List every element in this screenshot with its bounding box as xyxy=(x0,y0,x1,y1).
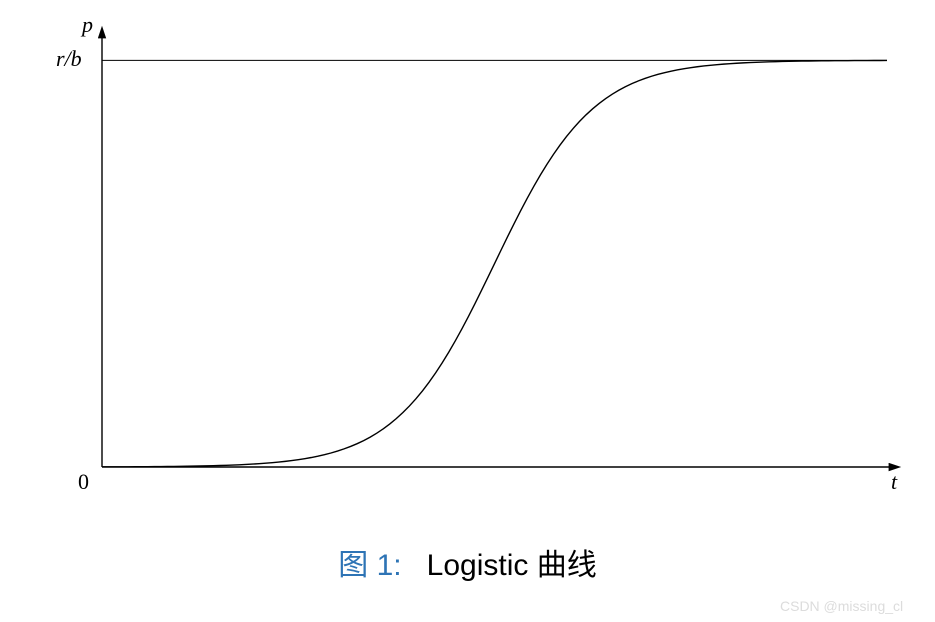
figure-container: p t 0 r/b 图 1: Logistic 曲线 CSDN @missing… xyxy=(0,0,935,622)
asymptote-label: r/b xyxy=(56,46,82,72)
logistic-curve xyxy=(102,60,887,466)
x-axis-label: t xyxy=(891,469,897,495)
watermark-text: CSDN @missing_cl xyxy=(780,598,903,614)
figure-caption: 图 1: Logistic 曲线 xyxy=(0,540,935,584)
caption-title: Logistic 曲线 xyxy=(427,549,597,582)
chart-svg xyxy=(0,0,935,622)
origin-label: 0 xyxy=(78,469,89,495)
caption-label: 图 1: xyxy=(338,549,401,582)
y-axis-label: p xyxy=(82,12,93,38)
